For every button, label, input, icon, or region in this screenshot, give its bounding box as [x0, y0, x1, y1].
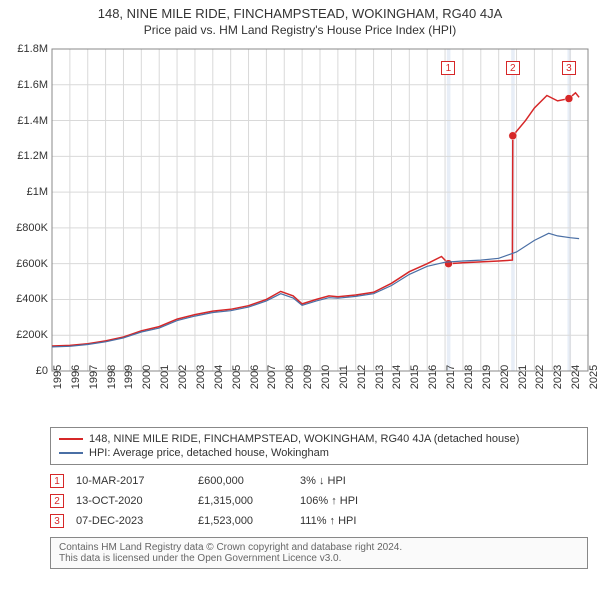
chart-title: 148, NINE MILE RIDE, FINCHAMPSTEAD, WOKI… [0, 0, 600, 21]
event-marker-1: 1 [441, 61, 455, 75]
x-axis-label: 2012 [356, 365, 368, 389]
x-axis-label: 2010 [320, 365, 332, 389]
x-axis-label: 2005 [231, 365, 243, 389]
event-row: 1 10-MAR-2017 £600,000 3% ↓ HPI [50, 471, 588, 491]
x-axis-label: 2020 [499, 365, 511, 389]
x-axis-label: 2018 [463, 365, 475, 389]
event-date: 07-DEC-2023 [76, 515, 186, 527]
x-axis-label: 2001 [159, 365, 171, 389]
x-axis-label: 2023 [552, 365, 564, 389]
y-axis-label: £200K [2, 329, 48, 341]
x-axis-label: 2006 [249, 365, 261, 389]
x-axis-label: 1999 [123, 365, 135, 389]
x-axis-label: 2019 [481, 365, 493, 389]
x-axis-label: 2000 [141, 365, 153, 389]
legend-row: 148, NINE MILE RIDE, FINCHAMPSTEAD, WOKI… [59, 432, 579, 446]
legend-row: HPI: Average price, detached house, Woki… [59, 446, 579, 460]
event-number: 3 [50, 514, 64, 528]
event-delta: 111% ↑ HPI [300, 515, 356, 527]
event-delta: 106% ↑ HPI [300, 495, 358, 507]
footer-line2: This data is licensed under the Open Gov… [59, 553, 579, 564]
legend-swatch [59, 438, 83, 440]
event-date: 13-OCT-2020 [76, 495, 186, 507]
x-axis-label: 2025 [588, 365, 600, 389]
events-table: 1 10-MAR-2017 £600,000 3% ↓ HPI 2 13-OCT-2020… [50, 471, 588, 531]
event-price: £600,000 [198, 475, 288, 487]
event-number: 1 [50, 474, 64, 488]
x-axis-label: 2014 [391, 365, 403, 389]
y-axis-label: £1.4M [2, 115, 48, 127]
y-axis-label: £400K [2, 293, 48, 305]
x-axis-label: 2024 [570, 365, 582, 389]
x-axis-label: 2013 [374, 365, 386, 389]
x-axis-label: 2003 [195, 365, 207, 389]
legend-label: HPI: Average price, detached house, Woki… [89, 447, 329, 459]
y-axis-label: £1M [2, 186, 48, 198]
event-price: £1,523,000 [198, 515, 288, 527]
y-axis-label: £800K [2, 222, 48, 234]
y-axis-label: £1.6M [2, 79, 48, 91]
event-delta: 3% ↓ HPI [300, 475, 346, 487]
x-axis-label: 2002 [177, 365, 189, 389]
y-axis-label: £600K [2, 258, 48, 270]
chart-area: £0 £200K £400K £600K £800K £1M £1.2M £1.4M £1.6M… [0, 41, 600, 421]
x-axis-label: 2016 [427, 365, 439, 389]
x-axis-label: 2007 [266, 365, 278, 389]
footer-attribution: Contains HM Land Registry data © Crown c… [50, 537, 588, 569]
x-axis-label: 2015 [409, 365, 421, 389]
chart-subtitle: Price paid vs. HM Land Registry's House … [0, 21, 600, 41]
legend-swatch [59, 452, 83, 454]
event-number: 2 [50, 494, 64, 508]
event-date: 10-MAR-2017 [76, 475, 186, 487]
x-axis-label: 2021 [517, 365, 529, 389]
y-axis-label: £1.2M [2, 150, 48, 162]
x-axis-label: 2011 [338, 365, 350, 389]
x-axis-label: 1998 [106, 365, 118, 389]
x-axis-label: 2008 [284, 365, 296, 389]
event-price: £1,315,000 [198, 495, 288, 507]
x-axis-label: 2004 [213, 365, 225, 389]
footer-line1: Contains HM Land Registry data © Crown c… [59, 542, 579, 553]
y-axis-label: £1.8M [2, 43, 48, 55]
x-axis-label: 2009 [302, 365, 314, 389]
x-axis-label: 1995 [52, 365, 64, 389]
event-row: 2 13-OCT-2020 £1,315,000 106% ↑ HPI [50, 491, 588, 511]
y-axis-label: £0 [2, 365, 48, 377]
event-marker-2: 2 [506, 61, 520, 75]
x-axis-label: 2022 [534, 365, 546, 389]
legend-label: 148, NINE MILE RIDE, FINCHAMPSTEAD, WOKI… [89, 433, 519, 445]
x-axis-label: 2017 [445, 365, 457, 389]
event-marker-3: 3 [562, 61, 576, 75]
event-row: 3 07-DEC-2023 £1,523,000 111% ↑ HPI [50, 511, 588, 531]
legend-box: 148, NINE MILE RIDE, FINCHAMPSTEAD, WOKI… [50, 427, 588, 465]
x-axis-label: 1997 [88, 365, 100, 389]
x-axis-label: 1996 [70, 365, 82, 389]
